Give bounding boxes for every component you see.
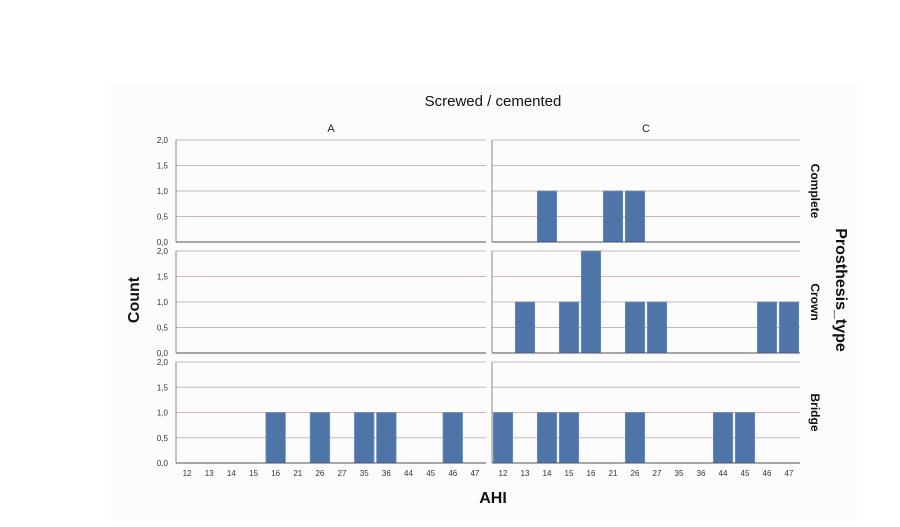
y-tick-label: 1,0 [157, 409, 169, 418]
chart-background [110, 83, 858, 523]
x-tick-label: 21 [609, 469, 618, 478]
panels-layer: A CCompleteCrownBridge0,00,51,01,52,00,00… [157, 123, 822, 478]
x-tick-label: 36 [382, 469, 391, 478]
x-tick-label: 47 [785, 469, 794, 478]
y-tick-label: 1,5 [157, 383, 169, 392]
bar [514, 301, 536, 354]
x-tick-label: 26 [315, 469, 324, 478]
bar [734, 412, 756, 464]
panel-C-crown [491, 250, 800, 354]
bar [265, 412, 286, 464]
bar [376, 412, 397, 464]
y-tick-label: 2,0 [157, 136, 169, 145]
bar [778, 301, 800, 354]
x-tick-label: 45 [741, 469, 750, 478]
bar [712, 412, 734, 464]
x-tick-label: 46 [763, 469, 772, 478]
x-tick-label: 13 [521, 469, 530, 478]
y-tick-label: 0,5 [157, 213, 169, 222]
y-axis-title: Count [126, 276, 143, 323]
x-tick-label: 14 [227, 469, 236, 478]
bar [558, 301, 580, 354]
y-tick-label: 0,0 [157, 459, 169, 468]
x-tick-label: 46 [448, 469, 457, 478]
y-tick-label: 0,5 [157, 434, 169, 443]
x-tick-label: 27 [653, 469, 662, 478]
column-header: C [642, 123, 650, 135]
y-tick-label: 1,5 [157, 162, 169, 171]
x-tick-label: 47 [470, 469, 479, 478]
y-tick-label: 2,0 [157, 247, 169, 256]
y-tick-label: 0,0 [157, 238, 169, 247]
x-tick-label: 35 [360, 469, 369, 478]
y-tick-label: 1,5 [157, 273, 169, 282]
y-tick-label: 1,0 [157, 187, 169, 196]
bar [602, 190, 624, 243]
x-tick-label: 12 [499, 469, 508, 478]
x-tick-label: 16 [271, 469, 280, 478]
bar [580, 250, 602, 354]
row-label: Complete [808, 164, 822, 219]
x-tick-label: 12 [183, 469, 192, 478]
panel-A-bridge [175, 361, 486, 464]
panel-A-crown [175, 250, 486, 354]
x-tick-label: 35 [675, 469, 684, 478]
x-tick-label: 44 [719, 469, 728, 478]
panel-A-complete [175, 139, 486, 243]
x-tick-label: 13 [205, 469, 214, 478]
bar [536, 412, 558, 464]
bar [756, 301, 778, 354]
x-tick-label: 14 [543, 469, 552, 478]
x-tick-label: 26 [631, 469, 640, 478]
y-tick-label: 0,5 [157, 324, 169, 333]
bar [442, 412, 463, 464]
y-tick-label: 1,0 [157, 298, 169, 307]
row-label: Crown [808, 283, 822, 320]
panel-C-bridge [491, 361, 800, 464]
x-tick-label: 16 [587, 469, 596, 478]
bar [536, 190, 558, 243]
bar [624, 190, 646, 243]
x-tick-label: 44 [404, 469, 413, 478]
bar [624, 412, 646, 464]
x-tick-label: 27 [338, 469, 347, 478]
x-tick-label: 21 [293, 469, 302, 478]
bar [558, 412, 580, 464]
bar [624, 301, 646, 354]
row-variable-title: Prosthesis_type [832, 228, 849, 352]
bar [646, 301, 668, 354]
chart-title: Screwed / cemented [425, 93, 562, 110]
row-label: Bridge [808, 393, 822, 431]
x-tick-label: 45 [426, 469, 435, 478]
bar [492, 412, 514, 464]
y-tick-label: 0,0 [157, 349, 169, 358]
column-header: A [327, 123, 335, 135]
x-tick-label: 15 [249, 469, 258, 478]
x-axis-title: AHI [479, 490, 507, 507]
y-tick-label: 2,0 [157, 358, 169, 367]
x-tick-label: 36 [697, 469, 706, 478]
panel-C-complete [491, 139, 800, 243]
x-tick-label: 15 [565, 469, 574, 478]
bar [354, 412, 375, 464]
bar [309, 412, 331, 464]
